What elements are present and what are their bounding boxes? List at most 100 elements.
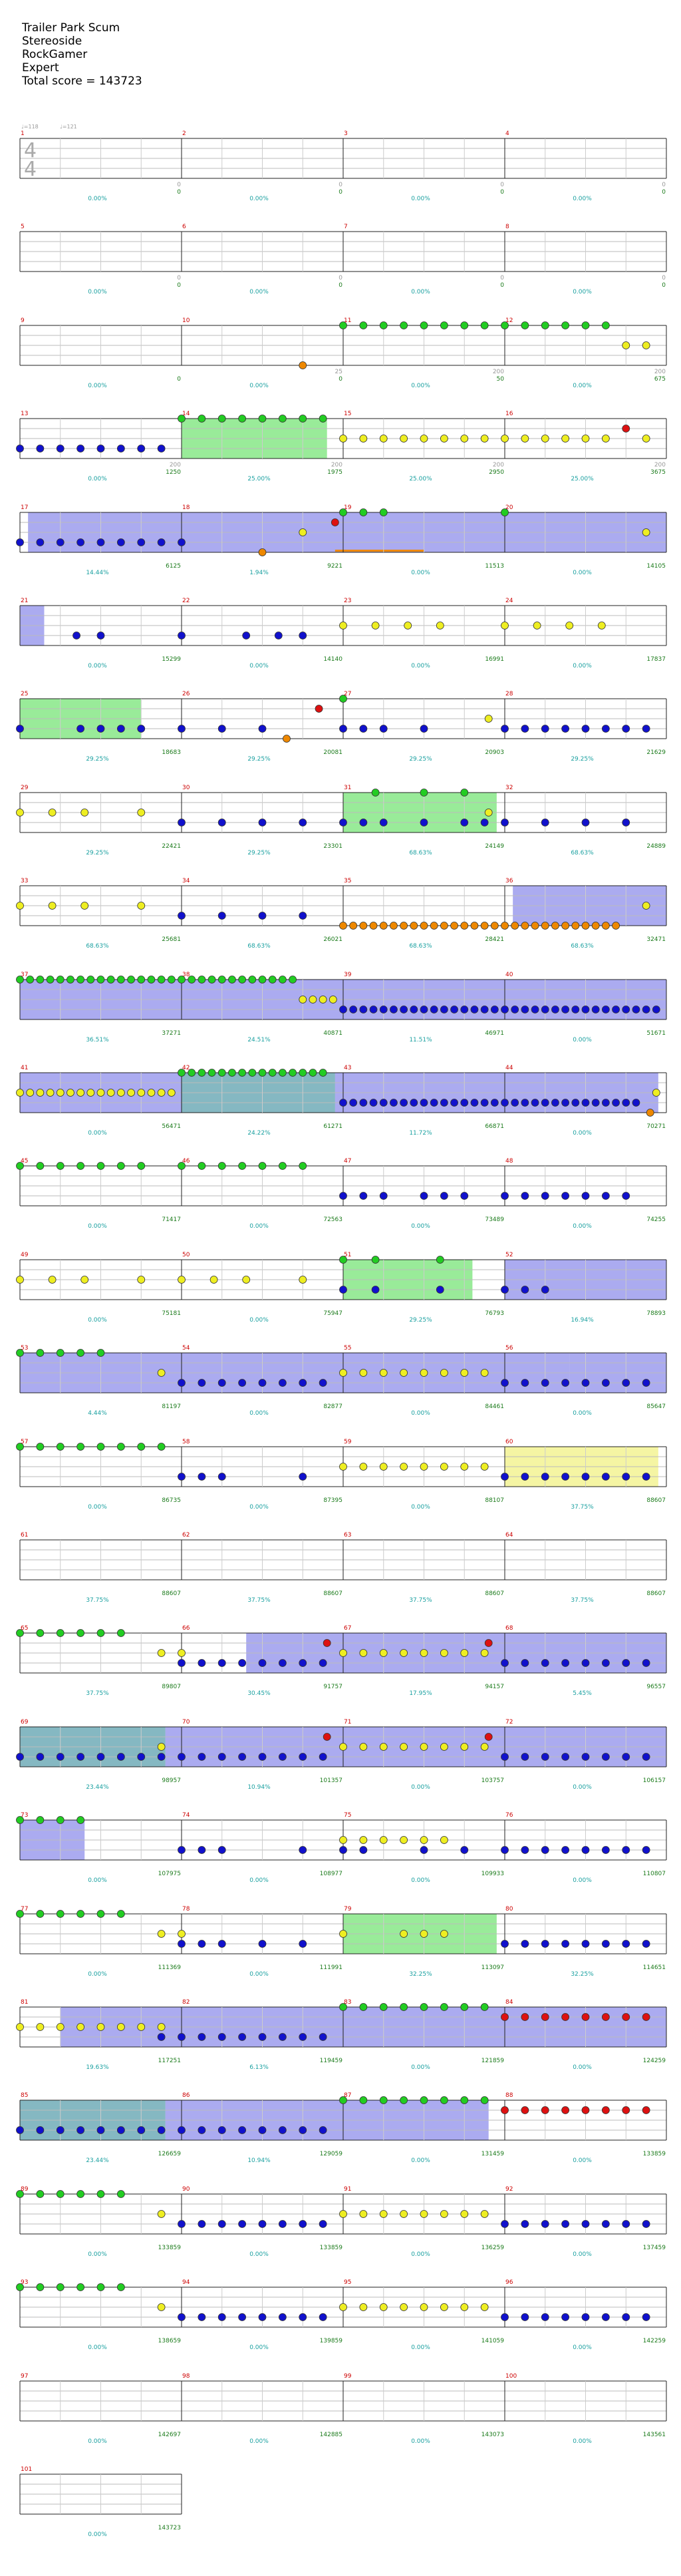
note-gem bbox=[371, 1256, 380, 1264]
note-gem bbox=[642, 2106, 650, 2114]
note-gem bbox=[400, 1006, 408, 1013]
note-gem bbox=[551, 1099, 559, 1107]
note-gem bbox=[561, 1659, 570, 1667]
note-gem bbox=[16, 1162, 24, 1170]
note-gem bbox=[420, 1006, 428, 1013]
note-gem bbox=[238, 1753, 247, 1761]
note-gem bbox=[178, 1473, 186, 1481]
note-gem bbox=[581, 1099, 590, 1107]
note-gem bbox=[178, 415, 186, 423]
note-gem bbox=[349, 922, 358, 930]
note-gem bbox=[258, 415, 267, 423]
note-gem bbox=[96, 2126, 105, 2134]
measure-score: 66871 bbox=[485, 1123, 504, 1130]
measure-score: 88607 bbox=[485, 1590, 504, 1597]
note-gem bbox=[501, 1192, 509, 1200]
note-gem bbox=[551, 922, 559, 930]
note-gem bbox=[238, 2126, 247, 2134]
note-gem bbox=[198, 2033, 206, 2041]
note-gem bbox=[632, 1099, 640, 1107]
measure-score: 0 bbox=[339, 189, 342, 196]
note-gem bbox=[178, 1069, 186, 1077]
measure-number: 29 bbox=[21, 785, 29, 791]
note-gem bbox=[390, 1099, 398, 1107]
note-gem bbox=[178, 2313, 186, 2321]
overdrive-percent: 0.00% bbox=[249, 663, 269, 669]
note-gem bbox=[278, 976, 287, 984]
measure-score: 91757 bbox=[323, 1684, 342, 1690]
note-gem bbox=[359, 819, 368, 827]
note-gem bbox=[460, 1846, 469, 1854]
note-gem bbox=[36, 445, 45, 453]
measure-score: 142697 bbox=[158, 2432, 181, 2438]
note-gem bbox=[137, 1089, 146, 1097]
note-gem bbox=[632, 1006, 640, 1013]
measure-number: 41 bbox=[21, 1065, 28, 1071]
note-gem bbox=[601, 1379, 610, 1387]
note-gem bbox=[480, 1463, 489, 1471]
note-gem bbox=[501, 725, 509, 733]
note-gem bbox=[157, 2023, 166, 2031]
note-gem bbox=[601, 1192, 610, 1200]
note-gem bbox=[480, 1649, 489, 1657]
measure-score: 61271 bbox=[323, 1123, 342, 1130]
measure-number: 9 bbox=[21, 317, 25, 324]
note-gem bbox=[258, 1069, 267, 1077]
note-gem bbox=[642, 435, 650, 443]
overdrive-percent: 0.00% bbox=[573, 1223, 592, 1230]
note-gem bbox=[217, 725, 226, 733]
note-gem bbox=[16, 1443, 24, 1451]
note-gem bbox=[16, 2126, 24, 2134]
note-gem bbox=[359, 2096, 368, 2104]
overdrive-percent: 32.25% bbox=[409, 1971, 432, 1978]
note-gem bbox=[541, 1473, 549, 1481]
note-gem bbox=[642, 725, 650, 733]
note-gem bbox=[642, 341, 650, 349]
note-gem bbox=[26, 1089, 35, 1097]
measure-number: 39 bbox=[344, 972, 352, 978]
overdrive-percent: 0.00% bbox=[411, 196, 430, 202]
measure-number: 7 bbox=[344, 224, 348, 230]
note-gem bbox=[379, 1006, 388, 1013]
note-gem bbox=[178, 819, 186, 827]
overdrive-percent: 4.44% bbox=[88, 1410, 107, 1417]
note-gem bbox=[460, 789, 469, 797]
measure-row: 29 22421 29.25% 30 23301 29.25% 31 24149 68.63% 3… bbox=[16, 785, 667, 856]
note-gem bbox=[521, 2013, 529, 2021]
note-gem bbox=[56, 1443, 65, 1451]
measure-number: 31 bbox=[344, 785, 351, 791]
measure-number: 1 bbox=[21, 130, 25, 137]
artist-name: Stereoside bbox=[22, 35, 82, 48]
note-gem bbox=[80, 809, 89, 817]
note-streak: 0 bbox=[339, 275, 342, 281]
overdrive-percent: 0.00% bbox=[88, 1317, 107, 1324]
measure-score: 141059 bbox=[481, 2338, 505, 2344]
overdrive-percent: 1.94% bbox=[249, 570, 269, 576]
note-gem bbox=[642, 1379, 650, 1387]
note-gem bbox=[36, 2126, 45, 2134]
note-gem bbox=[379, 1649, 388, 1657]
note-streak: 0 bbox=[339, 182, 342, 188]
note-gem bbox=[116, 445, 125, 453]
note-gem bbox=[379, 2303, 388, 2311]
measure-score: 17837 bbox=[646, 656, 666, 663]
note-gem bbox=[96, 1089, 105, 1097]
note-gem bbox=[178, 1379, 186, 1387]
note-gem bbox=[242, 1276, 251, 1284]
note-gem bbox=[137, 725, 146, 733]
measure-score: 136259 bbox=[481, 2245, 505, 2251]
note-gem bbox=[116, 976, 125, 984]
note-gem bbox=[116, 725, 125, 733]
note-gem bbox=[400, 2096, 408, 2104]
note-gem bbox=[339, 922, 347, 930]
note-gem bbox=[238, 1069, 247, 1077]
note-gem bbox=[400, 922, 408, 930]
measure-score: 46971 bbox=[485, 1030, 504, 1037]
measure-score: 75947 bbox=[323, 1310, 342, 1317]
note-gem bbox=[299, 2126, 307, 2134]
note-gem bbox=[369, 1099, 378, 1107]
measure-number: 37 bbox=[21, 972, 28, 978]
note-gem bbox=[601, 2220, 610, 2228]
note-gem bbox=[198, 1753, 206, 1761]
overdrive-percent: 0.00% bbox=[573, 663, 592, 669]
